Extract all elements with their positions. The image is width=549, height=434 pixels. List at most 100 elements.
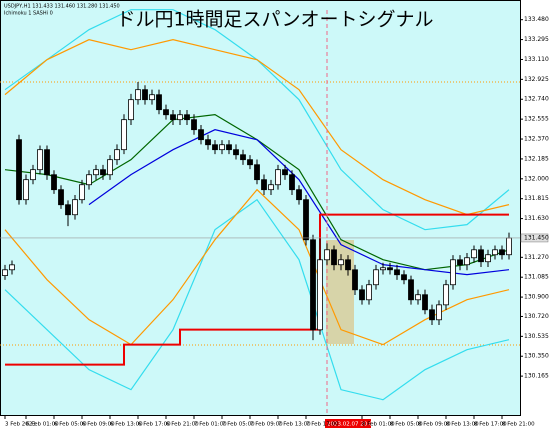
x-tick-label: 6 Feb 17:00: [138, 422, 171, 428]
x-tick-label: 8 Feb 13:00: [446, 422, 479, 428]
candle-body: [16, 139, 22, 201]
x-tick-label: 7 Feb 05:00: [222, 422, 255, 428]
candle-body: [247, 159, 253, 166]
candle-body: [30, 169, 36, 181]
candle-body: [289, 174, 295, 191]
chart-title: ドル円1時間足スパンオートシグナル: [116, 9, 433, 31]
x-tick-label: 8 Feb 05:00: [390, 422, 423, 428]
x-tick-label: 6 Feb 21:00: [166, 422, 199, 428]
y-tick-label: 130.165: [524, 373, 549, 380]
candle-body: [282, 169, 288, 176]
candle-body: [184, 114, 190, 121]
indicator-line: [5, 213, 509, 366]
x-tick-label: 6 Feb 05:00: [54, 422, 87, 428]
cursor-label-bg: [325, 419, 371, 428]
y-tick-label: 132.185: [524, 155, 549, 162]
candle-body: [373, 269, 379, 286]
y-tick-label: 132.555: [524, 116, 549, 123]
candle-body: [443, 284, 449, 306]
candle-body: [380, 267, 386, 271]
candle-body: [93, 169, 99, 176]
candle-body: [268, 184, 274, 191]
candle-body: [65, 204, 71, 216]
indicator-line: [88, 129, 510, 276]
candle-body: [142, 89, 148, 101]
y-tick-label: 132.740: [524, 96, 549, 103]
candle-body: [156, 94, 162, 111]
candle-body: [177, 114, 183, 121]
candle-body: [506, 237, 512, 256]
candle-body: [170, 114, 176, 121]
x-tick-label: 7 Feb 01:00: [194, 422, 227, 428]
candle-body: [149, 94, 155, 101]
candle-body: [387, 267, 393, 271]
y-tick-label: 132.370: [524, 136, 549, 143]
candle-body: [499, 249, 505, 256]
current-price-bg: [520, 233, 549, 243]
candle-body: [121, 119, 127, 151]
candle-body: [226, 144, 232, 151]
candle-body: [86, 174, 92, 186]
candle-body: [23, 179, 29, 201]
candle-body: [310, 239, 316, 331]
candle-body: [58, 189, 64, 206]
candle-body: [37, 149, 43, 171]
candle-body: [331, 249, 337, 266]
candle-body: [254, 164, 260, 181]
x-tick-label: 3 Feb 2023: [5, 422, 36, 428]
candle-body: [114, 149, 120, 161]
x-tick-label: 8 Feb 01:00: [362, 422, 395, 428]
plot-area: [0, 0, 521, 416]
candle-body: [415, 294, 421, 301]
candle-body: [464, 257, 470, 266]
candle-body: [261, 179, 267, 191]
candle-body: [212, 144, 218, 151]
y-tick-label: 130.350: [524, 353, 549, 360]
candle-body: [478, 249, 484, 263]
candle-body: [205, 139, 211, 146]
candle-body: [240, 154, 246, 161]
candle-body: [345, 259, 351, 271]
candle-body: [44, 149, 50, 176]
y-tick-label: 130.720: [524, 313, 549, 320]
candle-body: [492, 249, 498, 256]
y-tick-label: 133.295: [524, 36, 549, 43]
candle-body: [219, 144, 225, 151]
x-tick-label: 6 Feb 13:00: [110, 422, 143, 428]
current-price-label: 131.450: [524, 234, 549, 241]
candle-body: [422, 294, 428, 311]
x-tick-label: 7 Feb 09:00: [250, 422, 283, 428]
x-tick-label: 6 Feb 01:00: [26, 422, 59, 428]
indicator-line: [4, 198, 510, 401]
x-tick-label: 7 Feb 13:00: [278, 422, 311, 428]
candle-body: [72, 199, 78, 216]
y-tick-label: 130.900: [524, 294, 549, 301]
candle-body: [457, 259, 463, 266]
candle-body: [233, 149, 239, 156]
candle-body: [471, 249, 477, 259]
candle-body: [198, 129, 204, 141]
x-tick-label: 8 Feb 09:00: [418, 422, 451, 428]
candle-body: [317, 259, 323, 331]
x-tick-label: 8 Feb 21:00: [502, 422, 535, 428]
candle-body: [366, 284, 372, 301]
y-tick-label: 131.085: [524, 274, 549, 281]
candle-body: [9, 264, 15, 271]
candle-body: [408, 279, 414, 301]
indicator-line: [4, 188, 510, 346]
candle-body: [485, 254, 491, 263]
candle-body: [359, 289, 365, 301]
indicator-line: [4, 39, 510, 216]
candle-body: [436, 304, 442, 321]
plot-layer: [0, 9, 520, 416]
candle-body: [429, 309, 435, 321]
y-tick-label: 132.925: [524, 76, 549, 83]
candle-body: [338, 259, 344, 266]
candle-body: [352, 269, 358, 291]
y-tick-label: 131.815: [524, 195, 549, 202]
x-tick-label: 6 Feb 09:00: [82, 422, 115, 428]
header-line: Ichimoku 1 SASHi 0: [4, 11, 53, 17]
candle-body: [191, 119, 197, 131]
candle-body: [275, 169, 281, 186]
cursor-label: 2023.02.07 20:00: [327, 422, 377, 428]
